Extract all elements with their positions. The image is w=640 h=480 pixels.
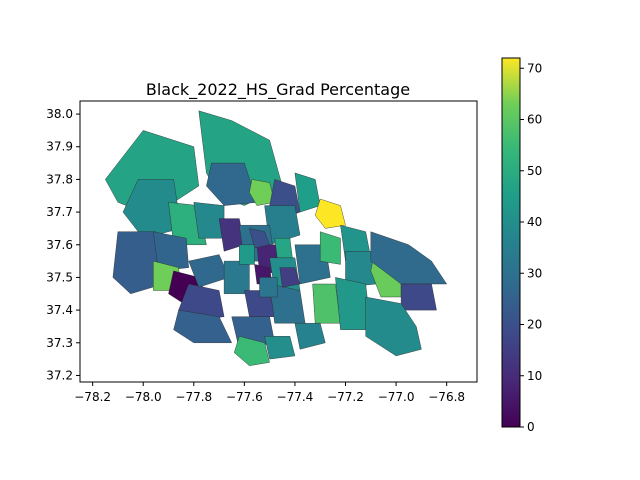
colorbar-tick-label: 60: [527, 113, 542, 127]
x-tick-label: −77.4: [277, 390, 314, 404]
colorbar-tick-label: 70: [527, 61, 542, 75]
region-33: [335, 277, 372, 330]
y-tick-label: 38.0: [46, 107, 73, 121]
y-tick-label: 37.3: [46, 336, 73, 350]
y-tick-label: 37.9: [46, 140, 73, 154]
region-38: [294, 323, 326, 350]
y-tick-label: 37.6: [46, 238, 73, 252]
x-tick-label: −76.8: [428, 390, 465, 404]
region-18: [223, 260, 250, 294]
region-37: [365, 296, 422, 357]
colorbar-ticks: 0 10 20 30 40 50 60 70: [520, 61, 542, 434]
y-tick-label: 37.5: [46, 270, 73, 284]
x-tick-label: −77.8: [175, 390, 212, 404]
region-35: [370, 231, 448, 285]
x-tick-label: −77.0: [378, 390, 415, 404]
x-tick-label: −78.0: [125, 390, 162, 404]
y-tick-label: 37.4: [46, 303, 73, 317]
x-tick-label: −77.2: [327, 390, 364, 404]
region-44: [259, 277, 278, 298]
region-40: [274, 237, 293, 258]
region-29: [320, 231, 341, 265]
x-axis: −78.2 −78.0 −77.8 −77.6 −77.4 −77.2 −77.0 −76.8: [74, 382, 465, 404]
y-tick-label: 37.8: [46, 172, 73, 186]
region-11: [112, 231, 164, 295]
region-39: [249, 228, 270, 249]
colorbar-bar: [501, 57, 521, 428]
region-8: [314, 198, 346, 229]
region-42: [279, 267, 301, 288]
y-tick-label: 37.7: [46, 205, 73, 219]
region-12: [153, 231, 189, 272]
region-27: [264, 336, 296, 360]
colorbar-tick-label: 0: [527, 420, 535, 434]
colorbar-tick-label: 20: [527, 318, 542, 332]
colorbar-tick-label: 10: [527, 369, 542, 383]
region-3: [206, 162, 258, 206]
region-43: [239, 244, 255, 265]
x-tick-label: −78.2: [74, 390, 111, 404]
chart-title: Black_2022_HS_Grad Percentage: [146, 80, 410, 100]
colorbar: 0 10 20 30 40 50 60 70: [501, 57, 542, 434]
y-tick-label: 37.2: [46, 368, 73, 382]
region-32: [312, 283, 341, 324]
region-16: [173, 309, 233, 343]
axes-frame: [79, 100, 478, 383]
plot-area: [79, 100, 478, 383]
region-36: [400, 283, 437, 311]
colorbar-tick-label: 40: [527, 215, 542, 229]
colorbar-tick-label: 50: [527, 164, 542, 178]
x-tick-label: −77.6: [226, 390, 263, 404]
y-axis: 37.2 37.3 37.4 37.5 37.6 37.7 37.8 37.9 38.0: [46, 107, 80, 382]
regions-layer: [105, 110, 448, 366]
region-4: [249, 179, 275, 206]
colorbar-tick-label: 30: [527, 266, 542, 280]
region-26: [233, 336, 270, 366]
